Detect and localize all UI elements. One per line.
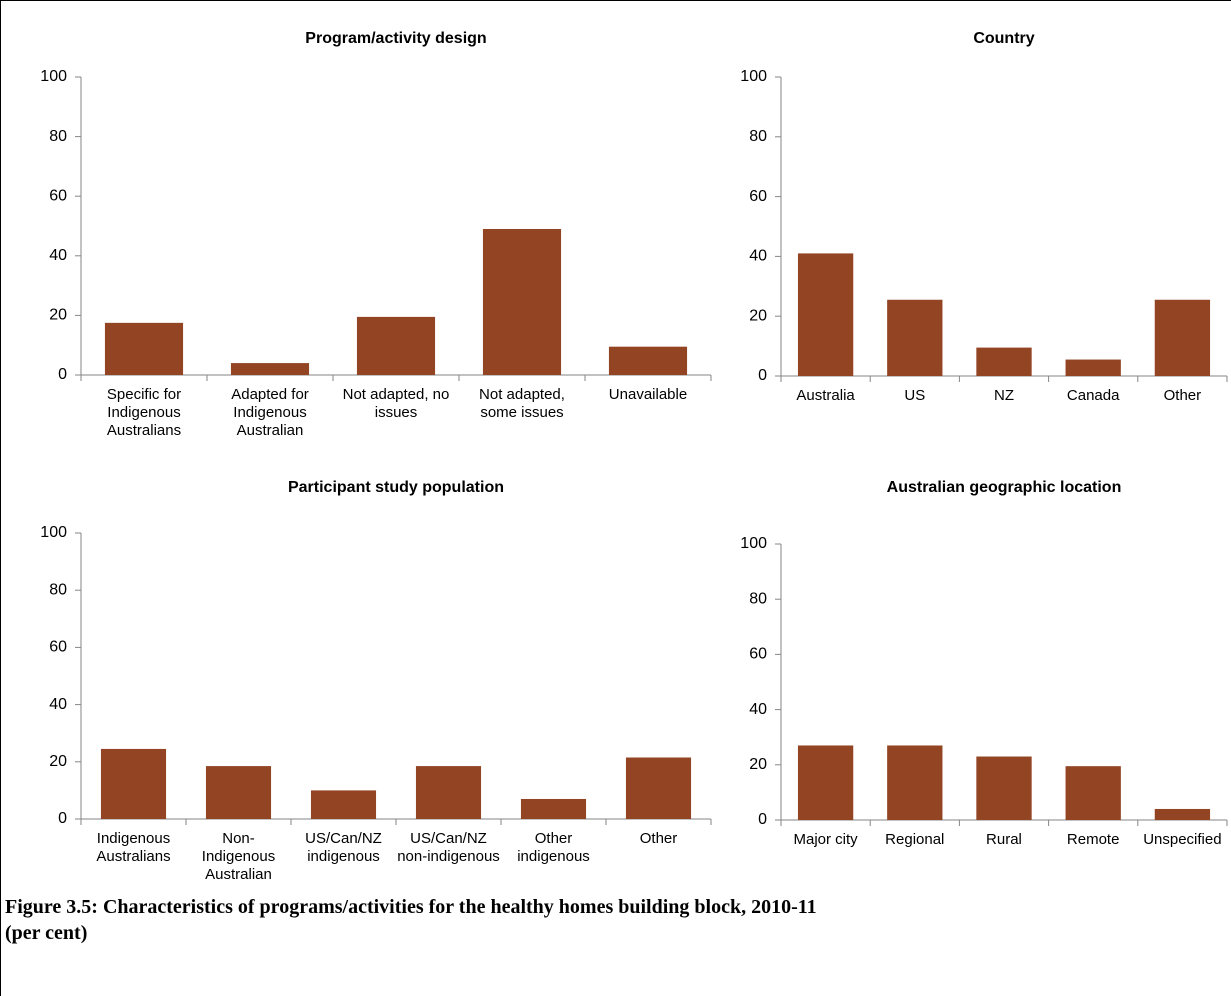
y-tick-label: 20	[49, 753, 67, 770]
y-tick-label: 100	[40, 68, 67, 85]
bar	[482, 228, 562, 375]
y-tick-label: 80	[749, 128, 767, 145]
bar	[205, 766, 272, 819]
bar	[887, 745, 943, 820]
x-tick-label: US/Can/NZ indigenous	[305, 830, 382, 865]
bar	[976, 756, 1032, 820]
x-tick-label: Adapted for Indigenous Australian	[231, 386, 309, 439]
y-tick-label: 40	[49, 696, 67, 713]
y-tick-label: 40	[749, 701, 767, 718]
bar	[310, 790, 377, 819]
y-tick-label: 0	[58, 366, 67, 383]
bar	[608, 346, 688, 375]
bar	[1154, 299, 1211, 376]
bar	[625, 757, 692, 819]
bar	[797, 745, 854, 820]
y-tick-label: 60	[49, 187, 67, 204]
y-tick-label: 60	[749, 188, 767, 205]
y-tick-label: 100	[40, 524, 67, 541]
y-tick-label: 80	[49, 128, 67, 145]
bar	[887, 299, 943, 376]
x-tick-label: US	[904, 387, 926, 404]
x-tick-label: Unspecified	[1143, 831, 1222, 848]
x-tick-label: Remote	[1066, 831, 1120, 848]
x-tick-label: Indigenous Australians	[96, 830, 171, 865]
x-tick-label: Non-Indigenous Australian	[201, 830, 276, 883]
x-tick-label: US/Can/NZ non-indigenous	[397, 830, 500, 865]
x-tick-label: Specific for Indigenous Australians	[106, 386, 182, 439]
bar	[415, 766, 482, 819]
x-tick-label: Major city	[793, 831, 858, 848]
bar	[100, 748, 167, 819]
x-tick-label: Canada	[1066, 387, 1120, 404]
bar	[520, 798, 587, 819]
x-tick-label: Other	[639, 830, 678, 847]
x-tick-label: NZ	[993, 387, 1014, 404]
y-tick-label: 40	[49, 247, 67, 264]
x-tick-label: Not adapted, no issues	[342, 386, 450, 421]
y-tick-label: 20	[749, 756, 767, 773]
bar	[1065, 359, 1121, 376]
y-tick-label: 60	[749, 646, 767, 663]
bar	[976, 347, 1032, 376]
bar	[797, 253, 854, 376]
y-tick-label: 0	[758, 367, 767, 384]
x-tick-label: Regional	[885, 831, 945, 848]
x-tick-label: Other	[1163, 387, 1202, 404]
chart-title: Participant study population	[288, 479, 504, 496]
y-tick-label: 100	[740, 535, 767, 552]
x-tick-label: Rural	[986, 831, 1022, 848]
y-tick-label: 80	[49, 581, 67, 598]
y-tick-label: 100	[740, 68, 767, 85]
x-tick-label: Other indigenous	[517, 830, 590, 865]
y-tick-label: 80	[749, 590, 767, 607]
bar	[104, 322, 184, 375]
bar	[356, 316, 436, 375]
y-tick-label: 40	[749, 248, 767, 265]
chart-title: Country	[973, 30, 1034, 47]
figure-caption: Figure 3.5: Characteristics of programs/…	[5, 896, 817, 944]
y-tick-label: 0	[758, 811, 767, 828]
y-tick-label: 0	[58, 810, 67, 827]
y-tick-label: 20	[49, 307, 67, 324]
chart-title: Australian geographic location	[887, 479, 1122, 496]
x-tick-label: Unavailable	[608, 386, 688, 403]
bar	[1154, 808, 1211, 820]
bar	[1065, 766, 1121, 820]
y-tick-label: 60	[49, 639, 67, 656]
chart-title: Program/activity design	[305, 30, 486, 47]
x-tick-label: Australia	[796, 387, 855, 404]
bar	[230, 363, 310, 375]
y-tick-label: 20	[749, 307, 767, 324]
x-tick-label: Not adapted, some issues	[479, 386, 565, 421]
